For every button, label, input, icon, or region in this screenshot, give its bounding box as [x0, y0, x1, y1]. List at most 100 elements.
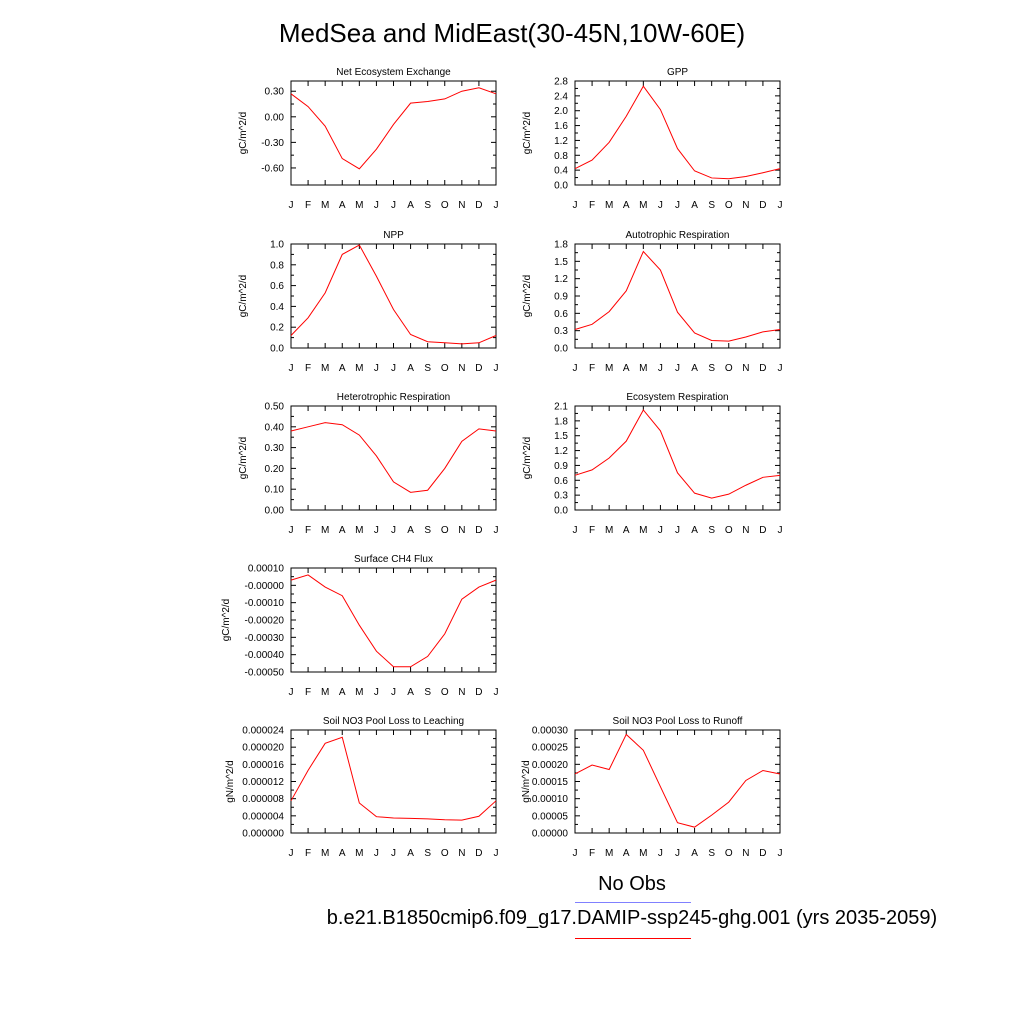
y-tick-label: 0.000008: [242, 794, 284, 805]
y-tick-label: 0.000012: [242, 777, 284, 788]
x-tick-label: J: [494, 687, 499, 698]
y-tick-label: 0.00030: [532, 726, 569, 737]
x-tick-label: S: [424, 200, 431, 211]
x-tick-label: A: [691, 848, 698, 859]
x-tick-label: N: [742, 525, 749, 536]
x-tick-label: J: [391, 363, 396, 374]
x-tick-label: S: [708, 525, 715, 536]
y-tick-label: 1.8: [554, 416, 568, 427]
series-line: [574, 85, 781, 180]
x-tick-label: J: [391, 848, 396, 859]
x-tick-label: A: [623, 200, 630, 211]
x-tick-label: N: [742, 848, 749, 859]
x-tick-label: J: [374, 687, 379, 698]
x-tick-label: D: [759, 363, 766, 374]
series-line: [290, 87, 497, 170]
x-tick-label: A: [623, 848, 630, 859]
x-tick-label: J: [778, 848, 783, 859]
y-tick-label: 0.2: [270, 323, 284, 334]
x-tick-label: J: [675, 525, 680, 536]
y-axis-label: gN/m^2/d: [521, 760, 532, 803]
y-tick-label: 0.00025: [532, 743, 569, 754]
legend-label-obs: No Obs: [598, 873, 666, 895]
y-tick-label: 0.0: [554, 181, 568, 192]
x-tick-label: J: [494, 200, 499, 211]
y-tick-label: 2.4: [554, 91, 568, 102]
x-tick-label: M: [355, 848, 363, 859]
series-line: [574, 250, 781, 342]
chart-title: Heterotrophic Respiration: [337, 392, 450, 403]
y-tick-label: 0.000016: [242, 760, 284, 771]
chart-title: Net Ecosystem Exchange: [336, 67, 451, 78]
y-tick-label: 2.8: [554, 77, 568, 88]
x-tick-label: J: [494, 363, 499, 374]
y-tick-label: 0.30: [265, 87, 285, 98]
x-tick-label: D: [759, 525, 766, 536]
y-tick-label: 0.6: [554, 476, 568, 487]
chart-title: Surface CH4 Flux: [354, 554, 433, 565]
x-tick-label: N: [458, 363, 465, 374]
x-tick-label: D: [475, 687, 482, 698]
y-tick-label: 0.0: [554, 506, 568, 517]
y-axis-label: gC/m^2/d: [238, 275, 249, 318]
y-axis-label: gN/m^2/d: [225, 760, 236, 803]
x-tick-label: J: [391, 525, 396, 536]
y-tick-label: 0.8: [554, 151, 568, 162]
x-tick-label: J: [289, 525, 294, 536]
x-tick-label: A: [339, 687, 346, 698]
legend-line-obs: [575, 902, 691, 903]
x-tick-label: A: [339, 525, 346, 536]
y-tick-label: 1.2: [554, 446, 568, 457]
x-tick-label: M: [605, 525, 613, 536]
x-tick-label: M: [355, 363, 363, 374]
y-tick-label: -0.00010: [245, 598, 285, 609]
y-tick-label: 0.40: [265, 422, 285, 433]
x-tick-label: A: [407, 200, 414, 211]
x-tick-label: D: [759, 200, 766, 211]
x-tick-label: N: [458, 200, 465, 211]
y-tick-label: -0.00000: [245, 581, 285, 592]
x-tick-label: M: [605, 200, 613, 211]
y-tick-label: 0.3: [554, 491, 568, 502]
x-tick-label: J: [573, 525, 578, 536]
x-tick-label: D: [475, 363, 482, 374]
x-tick-label: F: [305, 687, 311, 698]
x-tick-label: S: [424, 848, 431, 859]
y-tick-label: 0.00015: [532, 777, 569, 788]
x-tick-label: F: [305, 363, 311, 374]
x-tick-label: J: [374, 848, 379, 859]
x-tick-label: J: [658, 200, 663, 211]
y-tick-label: -0.00050: [245, 668, 285, 679]
x-tick-label: N: [458, 848, 465, 859]
y-tick-label: 0.00000: [532, 829, 569, 840]
x-tick-label: J: [374, 200, 379, 211]
x-tick-label: J: [289, 200, 294, 211]
x-tick-label: A: [407, 848, 414, 859]
x-tick-label: A: [623, 525, 630, 536]
x-tick-label: J: [391, 687, 396, 698]
x-tick-label: A: [407, 687, 414, 698]
x-tick-label: J: [675, 363, 680, 374]
y-tick-label: 0.0: [554, 344, 568, 355]
x-tick-label: M: [639, 525, 647, 536]
y-tick-label: 0.00010: [248, 564, 285, 575]
series-line: [290, 244, 497, 345]
plot-frame: [290, 567, 497, 673]
x-tick-label: J: [573, 848, 578, 859]
x-tick-label: N: [458, 687, 465, 698]
y-tick-label: 0.50: [265, 402, 285, 413]
y-tick-label: 0.20: [265, 464, 285, 475]
x-tick-label: M: [605, 363, 613, 374]
x-tick-label: O: [441, 200, 449, 211]
x-tick-label: F: [589, 848, 595, 859]
y-tick-label: -0.00040: [245, 650, 285, 661]
y-tick-label: 1.5: [554, 431, 568, 442]
chart-title: Ecosystem Respiration: [626, 392, 728, 403]
x-tick-label: A: [691, 525, 698, 536]
x-tick-label: J: [289, 363, 294, 374]
